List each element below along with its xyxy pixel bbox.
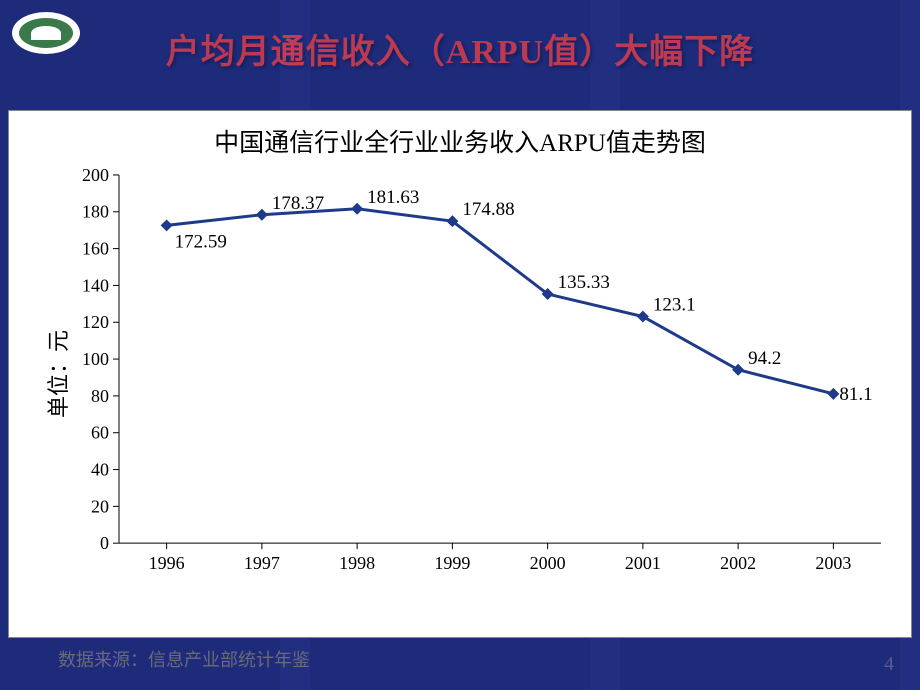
svg-text:2000: 2000 [530,553,566,573]
svg-text:20: 20 [91,496,109,516]
chart-plot-area: 0 20 40 60 80 100 120 140 160 180 200 1996 1997 1998 1… [31,165,891,581]
svg-text:181.63: 181.63 [367,187,419,208]
svg-text:80: 80 [91,386,109,406]
svg-text:123.1: 123.1 [653,295,696,316]
chart-container: 中国通信行业全行业业务收入ARPU值走势图 单位：元 0204060801001… [8,110,912,638]
svg-text:1997: 1997 [244,553,280,573]
logo-inner [19,18,73,48]
page-number: 4 [884,653,894,676]
svg-text:160: 160 [82,239,109,259]
svg-text:178.37: 178.37 [272,193,324,214]
svg-text:1998: 1998 [339,553,375,573]
svg-text:94.2: 94.2 [748,348,781,369]
svg-text:40: 40 [91,460,109,480]
svg-text:140: 140 [82,275,109,295]
chart-svg: 0 20 40 60 80 100 120 140 160 180 200 1996 1997 1998 1… [31,165,891,581]
svg-text:2001: 2001 [625,553,661,573]
svg-text:120: 120 [82,312,109,332]
svg-text:100: 100 [82,349,109,369]
svg-text:174.88: 174.88 [462,199,514,220]
logo [12,12,80,54]
svg-text:0: 0 [100,533,109,553]
svg-text:2003: 2003 [815,553,851,573]
svg-text:135.33: 135.33 [558,272,610,293]
svg-text:180: 180 [82,202,109,222]
svg-text:1999: 1999 [434,553,470,573]
slide-title: 户均月通信收入（ARPU值）大幅下降 [0,0,920,73]
chart-title: 中国通信行业全行业业务收入ARPU值走势图 [9,111,911,165]
svg-text:81.1: 81.1 [839,384,872,405]
svg-text:2002: 2002 [720,553,756,573]
data-source-label: 数据来源：信息产业部统计年鉴 [58,646,310,672]
svg-text:60: 60 [91,423,109,443]
svg-text:200: 200 [82,165,109,185]
svg-text:1996: 1996 [149,553,185,573]
svg-text:172.59: 172.59 [175,231,227,252]
